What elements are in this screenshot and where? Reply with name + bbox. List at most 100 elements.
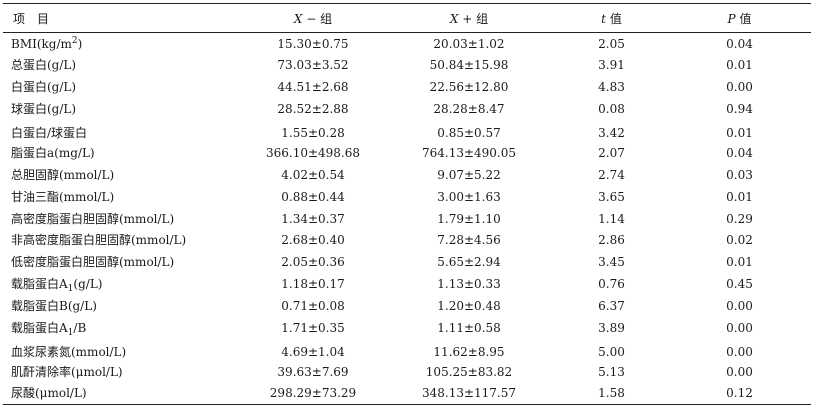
item-subscript: 1 [67,284,74,295]
item-label-tail: ) [77,36,83,51]
cell-item: 白蛋白/球蛋白 [3,120,243,142]
cell-p-value: 0.00 [726,321,753,336]
table-row: 白蛋白/球蛋白 1.55±0.28 0.85±0.57 3.42 0.01 [3,120,811,142]
cell-t-value: 1.58 [555,382,668,406]
table-row: 肌酐清除率(μmol/L) 39.63±7.69 105.25±83.82 5.13 0… [3,361,811,383]
item-label: 高密度脂蛋白胆固醇(mmol/L) [11,211,175,226]
cell-t-value: 5.13 [598,364,625,379]
cell-item: BMI(kg/m2) [3,33,243,55]
item-label: 非高密度脂蛋白胆固醇(mmol/L) [11,233,187,248]
cell-x-plus: 764.13±490.05 [421,145,517,160]
cell-item: 总胆固醇(mmol/L) [3,164,243,186]
cell-p-value: 0.00 [726,299,753,314]
table-row: 载脂蛋白A1(g/L) 1.18±0.17 1.13±0.33 0.76 0.45 [3,273,811,295]
cell-x-minus: 39.63±7.69 [277,364,349,379]
table-row: 高密度脂蛋白胆固醇(mmol/L) 1.34±0.37 1.79±1.10 1.14 0… [3,208,811,230]
header-p-value: P 值 [668,3,811,33]
item-label: 肌酐清除率(μmol/L) [11,364,123,379]
cell-x-plus: 0.85±0.57 [437,126,501,140]
table-row: 非高密度脂蛋白胆固醇(mmol/L) 2.68±0.40 7.28±4.56 2.86… [3,230,811,252]
cell-p-value: 0.01 [726,126,753,140]
cell-t-value: 2.86 [598,233,625,248]
table-row: 血浆尿素氮(mmol/L) 4.69±1.04 11.62±8.95 5.00 0.00 [3,339,811,361]
cell-x-plus: 1.13±0.33 [437,277,501,292]
header-x-plus-suffix: + 组 [458,11,489,26]
cell-t-value: 3.89 [598,321,625,336]
item-label: 尿酸(μmol/L) [11,386,87,401]
cell-t-value: 0.76 [598,277,625,292]
cell-p-value: 0.12 [668,382,811,406]
cell-x-minus: 2.68±0.40 [281,233,345,248]
cell-x-plus: 1.20±0.48 [437,299,501,314]
cell-x-plus: 348.13±117.57 [383,382,555,406]
cell-p-value: 0.45 [726,277,753,292]
table-row: 甘油三酯(mmol/L) 0.88±0.44 3.00±1.63 3.65 0.01 [3,186,811,208]
header-x-minus-var: X [293,11,303,26]
header-item: 项 目 [3,3,243,33]
cell-x-minus: 0.88±0.44 [281,189,345,204]
cell-p-value: 0.00 [726,344,753,359]
cell-item: 血浆尿素氮(mmol/L) [3,339,243,361]
cell-x-minus: 1.34±0.37 [281,211,345,226]
cell-x-plus: 22.56±12.80 [429,80,509,95]
cell-item: 球蛋白(g/L) [3,98,243,120]
cell-t-value: 5.00 [598,344,625,359]
cell-x-plus: 105.25±83.82 [425,364,513,379]
item-subscript: 1 [67,328,74,339]
item-superscript: 2 [71,35,78,46]
cell-x-plus: 11.62±8.95 [433,344,505,359]
item-label: 总胆固醇(mmol/L) [11,167,115,182]
table-row: 低密度脂蛋白胆固醇(mmol/L) 2.05±0.36 5.65±2.94 3.45 0… [3,251,811,273]
table-header-row: 项 目 X − 组 X + 组 t 值 P 值 [3,3,811,33]
results-table: 项 目 X − 组 X + 组 t 值 P 值 BMI(kg/m2) 15.30±… [3,3,811,406]
cell-item: 非高密度脂蛋白胆固醇(mmol/L) [3,230,243,252]
cell-item: 载脂蛋白A1/B [3,317,243,339]
cell-x-plus: 28.28±8.47 [433,102,505,117]
header-x-minus-group: X − 组 [243,3,383,33]
cell-x-plus: 3.00±1.63 [437,189,501,204]
item-label: 白蛋白(g/L) [11,80,77,95]
cell-item: 载脂蛋白B(g/L) [3,295,243,317]
header-x-plus-var: X [449,11,459,26]
header-t-suffix: 值 [606,11,622,26]
cell-p-value: 0.01 [726,58,753,73]
cell-x-minus: 28.52±2.88 [277,102,349,117]
cell-x-minus: 73.03±3.52 [277,58,349,73]
cell-t-value: 2.74 [598,167,625,182]
cell-t-value: 2.05 [598,36,625,51]
item-label: 甘油三酯(mmol/L) [11,189,115,204]
item-label: BMI(kg/m [11,36,72,51]
cell-p-value: 0.03 [726,167,753,182]
cell-x-minus: 2.05±0.36 [281,255,345,270]
item-label: 载脂蛋白A [11,277,68,292]
cell-x-plus: 5.65±2.94 [437,255,501,270]
cell-item: 高密度脂蛋白胆固醇(mmol/L) [3,208,243,230]
cell-t-value: 3.91 [598,58,625,73]
cell-p-value: 0.01 [726,189,753,204]
item-label: 总蛋白(g/L) [11,58,77,73]
item-label: 脂蛋白a(mg/L) [11,145,95,160]
item-label: 球蛋白(g/L) [11,102,77,117]
cell-item: 脂蛋白a(mg/L) [3,142,243,164]
cell-t-value: 3.45 [598,255,625,270]
table-row: 球蛋白(g/L) 28.52±2.88 28.28±8.47 0.08 0.94 [3,98,811,120]
cell-x-plus: 7.28±4.56 [437,233,501,248]
item-label: 血浆尿素氮(mmol/L) [11,344,127,359]
item-label-tail: (g/L) [73,277,103,292]
table-row: 总胆固醇(mmol/L) 4.02±0.54 9.07±5.22 2.74 0.03 [3,164,811,186]
cell-x-minus: 0.71±0.08 [281,299,345,314]
cell-t-value: 0.08 [598,102,625,117]
cell-t-value: 4.83 [598,80,625,95]
cell-p-value: 0.00 [726,80,753,95]
cell-p-value: 0.01 [726,255,753,270]
cell-t-value: 6.37 [598,299,625,314]
cell-x-minus: 15.30±0.75 [277,36,349,51]
cell-item: 白蛋白(g/L) [3,76,243,98]
table-row: 尿酸(μmol/L) 298.29±73.29 348.13±117.57 1.58 0… [3,382,811,406]
table-body: BMI(kg/m2) 15.30±0.75 20.03±1.02 2.05 0.04 总蛋… [3,33,811,406]
cell-x-plus: 1.79±1.10 [437,211,501,226]
cell-item: 总蛋白(g/L) [3,54,243,76]
item-label: 白蛋白/球蛋白 [11,126,88,140]
item-label: 载脂蛋白A [11,321,68,336]
